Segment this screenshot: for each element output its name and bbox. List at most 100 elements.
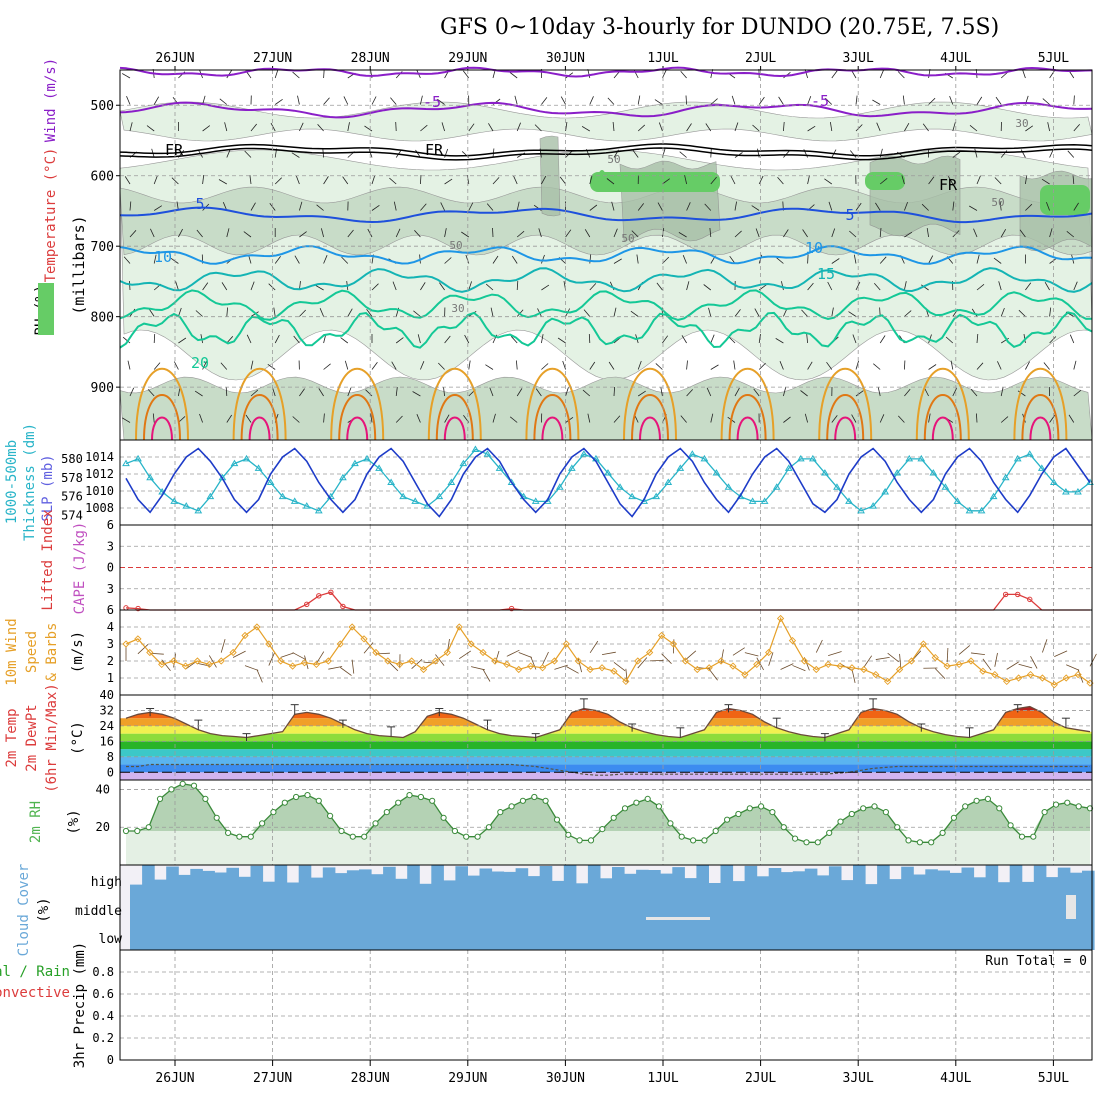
rh-point [781, 825, 786, 830]
wind-barb [935, 669, 945, 679]
rh-point [396, 800, 401, 805]
contour-label: 50 [621, 232, 634, 245]
wind-barb [709, 669, 717, 680]
cloud-high-bar [371, 874, 384, 893]
rh-band-green [865, 172, 905, 190]
rh-point [169, 787, 174, 792]
date-label: 4JUL [940, 51, 971, 66]
cloud-high-bar [757, 876, 770, 893]
rh-point [804, 840, 809, 845]
cloud-midlow-bar [986, 893, 999, 950]
cloud-high-bar [648, 870, 661, 893]
contour-label: 5 [845, 206, 854, 224]
rh-band-dark [870, 156, 960, 236]
rh-point [373, 821, 378, 826]
rh-point [917, 840, 922, 845]
wind-barb [852, 669, 855, 683]
cloud-midlow-bar [383, 893, 396, 950]
wind-barb [995, 653, 998, 667]
rh-point [566, 832, 571, 837]
cloud-midlow-bar [395, 893, 408, 950]
y-tick-label: 32 [100, 703, 114, 717]
wind-barb [971, 653, 985, 655]
rh-band-green [598, 170, 606, 186]
cloud-midlow-bar [1010, 893, 1023, 950]
axis-title: Convective [0, 985, 70, 1001]
rh-point [248, 834, 253, 839]
contour-label: 30 [1015, 117, 1028, 130]
cloud-midlow-bar [190, 893, 203, 950]
cloud-midlow-bar [299, 893, 312, 950]
cloud-midlow-bar [901, 893, 914, 950]
date-label: 27JUN [253, 51, 292, 66]
cloud-high-bar [805, 869, 818, 893]
cloud-high-bar [600, 878, 613, 893]
cloud-midlow-bar [1082, 893, 1095, 950]
cloud-midlow-bar [1022, 893, 1035, 950]
cloud-midlow-bar [552, 893, 565, 950]
rh-legend-swatch [38, 283, 54, 335]
contour-label: -5 [811, 92, 829, 110]
wind-barb [459, 651, 471, 659]
cloud-midlow-bar [142, 893, 155, 950]
date-label: 29JUN [448, 51, 487, 66]
rh-point [418, 794, 423, 799]
date-label: 5JUL [1038, 1071, 1069, 1086]
cloud-high-bar [684, 878, 697, 893]
run-total-label: Run Total = 0 [985, 954, 1087, 969]
cloud-high-bar [383, 867, 396, 893]
cloud-high-bar [311, 878, 324, 893]
date-label: 3JUL [843, 51, 874, 66]
rh-point [509, 804, 514, 809]
cloud-midlow-bar [347, 893, 360, 950]
wind-barb [396, 122, 397, 131]
axis-title: 2m Temp [4, 708, 20, 767]
cloud-high-bar [974, 877, 987, 893]
rh-point [214, 815, 219, 820]
wind-barb [959, 645, 970, 654]
wind-barb [340, 667, 351, 675]
rh-point [963, 804, 968, 809]
rh-point [611, 815, 616, 820]
wind-barb [233, 651, 245, 657]
wind-barb [281, 653, 294, 658]
cloud-high-bar [841, 880, 854, 893]
wind-barb [154, 334, 155, 343]
date-label: 1JUL [647, 51, 678, 66]
y-tick-label: 1 [107, 671, 114, 685]
rh-point [827, 830, 832, 835]
cloud-high-bar [624, 874, 637, 893]
cloud-high-bar [419, 884, 432, 893]
rh-point [1031, 834, 1036, 839]
rh-point [679, 834, 684, 839]
y-tick-label: 3 [107, 539, 114, 553]
wind-barb [269, 653, 275, 666]
cloud-high-bar [1034, 866, 1047, 893]
rh-band [120, 377, 1092, 440]
y-tick-label: 1010 [85, 484, 114, 498]
cloud-midlow-bar [540, 893, 553, 950]
cloud-high-bar [154, 880, 167, 893]
cloud-midlow-bar [455, 893, 468, 950]
cloud-high-bar [877, 865, 890, 893]
y-tick-label: 1008 [85, 501, 114, 515]
cloud-high-bar [263, 882, 276, 893]
cloud-high-bar [504, 872, 517, 893]
wind-barb [507, 650, 520, 656]
rh-point [464, 834, 469, 839]
cloud-high-bar [1010, 865, 1023, 893]
cloud-high-bar [745, 866, 758, 893]
temp-band [120, 695, 1092, 710]
cloud-midlow-bar [829, 893, 842, 950]
cloud-midlow-bar [612, 893, 625, 950]
cloud-midlow-bar [178, 893, 191, 950]
cloud-row-label: middle [75, 904, 122, 919]
cloud-high-bar [552, 881, 565, 893]
cloud-midlow-bar [588, 893, 601, 950]
wind-barb [162, 660, 171, 671]
rh-point [736, 811, 741, 816]
y-tick-label: 20 [96, 820, 110, 834]
wind-barb [685, 651, 696, 660]
